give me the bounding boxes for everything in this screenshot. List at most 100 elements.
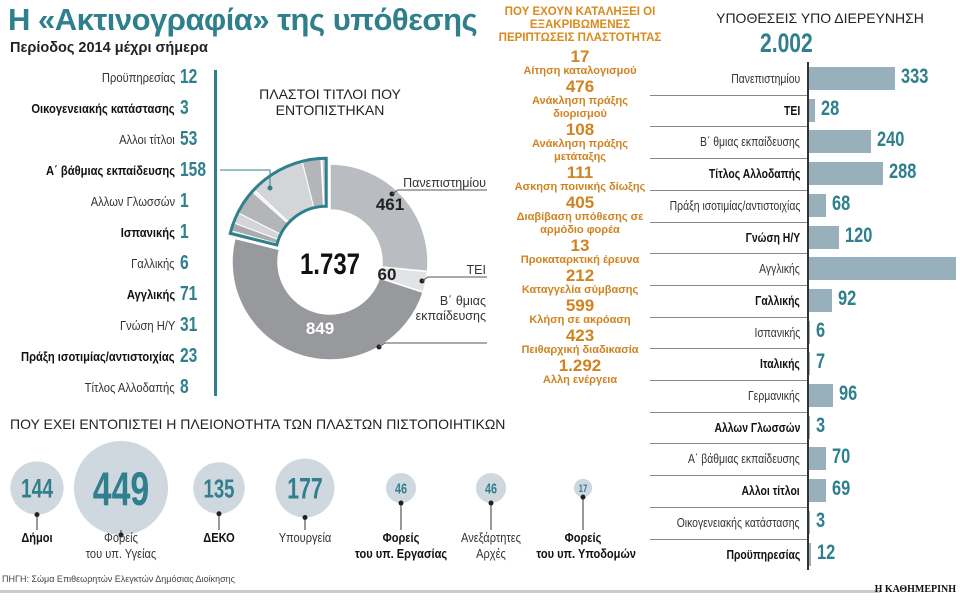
bar-label: Αλλοι τίτλοι [741,483,800,499]
outcome-label: Πειθαρχική διαδικασία [521,344,639,356]
bubble [573,478,593,498]
donut-title: ΠΛΑΣΤΟΙ ΤΙΤΛΟΙ ΠΟΥ ΕΝΤΟΠΙΣΤΗΚΑΝ [259,86,401,118]
bubble [475,472,507,504]
others-outline [228,156,328,247]
bar-row: Γαλλικής 92 [650,285,960,316]
bubble-label-line: του υπ. Υποδομών [536,546,636,561]
bubble-label: Υπουργεία [250,530,360,546]
outcome-label: Καταγγελία σύμβασης [521,284,639,296]
bar-label: Β΄ θμιας εκπαίδευσης [700,134,800,150]
bubble-label: Ανεξάρτητες Αρχές [436,530,546,562]
list-item: Προϋπηρεσίας 12 [0,66,215,90]
bar-value-text: 68 [831,191,850,215]
bubble-value: 17 [579,483,588,496]
item-value: 53 [180,128,202,151]
bar-label: Ισπανικής [754,324,800,340]
bubble-label-line: Αρχές [476,546,506,561]
item-value-text: 23 [180,345,198,367]
slice-value: 461 [376,195,404,214]
item-value-text: 1 [180,190,189,212]
bubble-dot [488,500,494,506]
list-item: Αγγλικής 71 [0,283,215,307]
slice-value: 849 [306,319,334,338]
outcome-item: 1.292 Αλλη ενέργεια [505,357,655,387]
source-note: ΠΗΓΗ: Σώμα Επιθεωρητών Ελεγκτών Δημόσιας… [2,574,235,584]
bar-value-text: 240 [876,128,904,152]
bar-row: Πανεπιστημίου 333 [650,63,960,94]
list-item: Πράξη ισοτιμίας/αντιστοιχίας 23 [0,345,215,369]
bar-row: Αλλοι τίτλοι 69 [650,475,960,506]
bar-label: Οικογενειακής κατάστασης [677,514,800,530]
row-separator [650,380,808,381]
bar-label: Α΄ βάθμιας εκπαίδευσης [688,451,800,467]
outcome-item: 108 Ανάκληση πράξης μετάταξης [505,121,655,164]
bubble-label-line: Φορείς [564,530,602,545]
bar-value: 3 [816,414,828,438]
bar-value-text: 96 [839,382,858,405]
bar [808,447,827,471]
bar-label: Γνώση Η/Υ [745,229,800,245]
donut-slice [231,237,425,361]
row-separator [650,189,808,191]
item-label: Αλλοι τίτλοι [119,132,175,147]
item-label: Γαλλικής [131,256,175,271]
donut-slice [329,163,429,273]
bubble-value: 46 [485,480,497,497]
bar [808,415,810,439]
bar-axis [807,62,809,570]
item-value-text: 31 [180,314,198,336]
bubble-value: 144 [21,473,53,503]
slice-label: Πανεπιστημίου [403,176,486,190]
bar-row: Α΄ βάθμιας εκπαίδευσης 70 [650,443,960,474]
slice-label: ΤΕΙ [467,263,486,277]
callout-line [421,276,487,282]
bar [808,225,840,249]
outcome-value: 108 [565,120,595,139]
bubble-label: Φορείς του υπ. Υποδομών [528,530,638,562]
donut-chart: 1.737 461 60 849 Πανεπιστημίου ΤΕΙ Β΄ θμιαςεκπ… [220,156,487,361]
row-separator [650,221,808,223]
bubble [275,458,335,518]
bar-row: Γνώση Η/Υ 120 [650,222,960,253]
item-value-text: 53 [180,128,198,150]
bar-row: Αλλων Γλωσσών 3 [650,412,960,443]
item-value-text: 12 [180,66,198,88]
row-separator [650,411,808,413]
bubble [73,440,169,536]
connector-dot [267,185,273,191]
bar-label: Γερμανικής [748,388,800,403]
bar [808,384,834,407]
bar-row: Β΄ θμιας εκπαίδευσης 240 [650,126,960,157]
list-divider [214,70,217,396]
item-label: Ισπανικής [120,225,175,240]
bar [808,288,832,312]
bar [808,162,884,186]
outcome-label: Προκαταρκτική έρευνα [520,254,640,266]
bar-label: Προϋπηρεσίας [726,546,800,562]
row-separator [650,316,808,318]
bar-value-text: 28 [821,96,840,120]
bubble-dot [118,532,124,538]
item-label: Πράξη ισοτιμίας/αντιστοιχίας [21,349,175,364]
bubble-chart: 144 449 135 177 46 46 17 [10,440,593,538]
bar [808,510,810,534]
item-value: 8 [180,376,191,399]
item-label: Γνώση Η/Υ [119,318,175,333]
bar-value: 120 [845,224,880,248]
bar-value: 70 [832,445,855,469]
bubble-dot [34,512,40,518]
row-separator [650,538,808,540]
item-value: 12 [180,66,202,89]
item-value: 71 [180,283,202,306]
bar-value: 12 [817,541,840,565]
item-value: 3 [180,97,191,120]
item-value: 31 [180,314,202,337]
bubble-label: Φορείς του υπ. Υγείας [66,530,176,562]
row-separator [650,443,808,445]
bar-row: Ιταλικής 7 [650,348,960,379]
outcome-value: 111 [566,163,594,182]
bubble [10,461,64,515]
bubble-value: 46 [395,480,407,497]
bar-label: Αλλων Γλωσσών [714,419,800,435]
